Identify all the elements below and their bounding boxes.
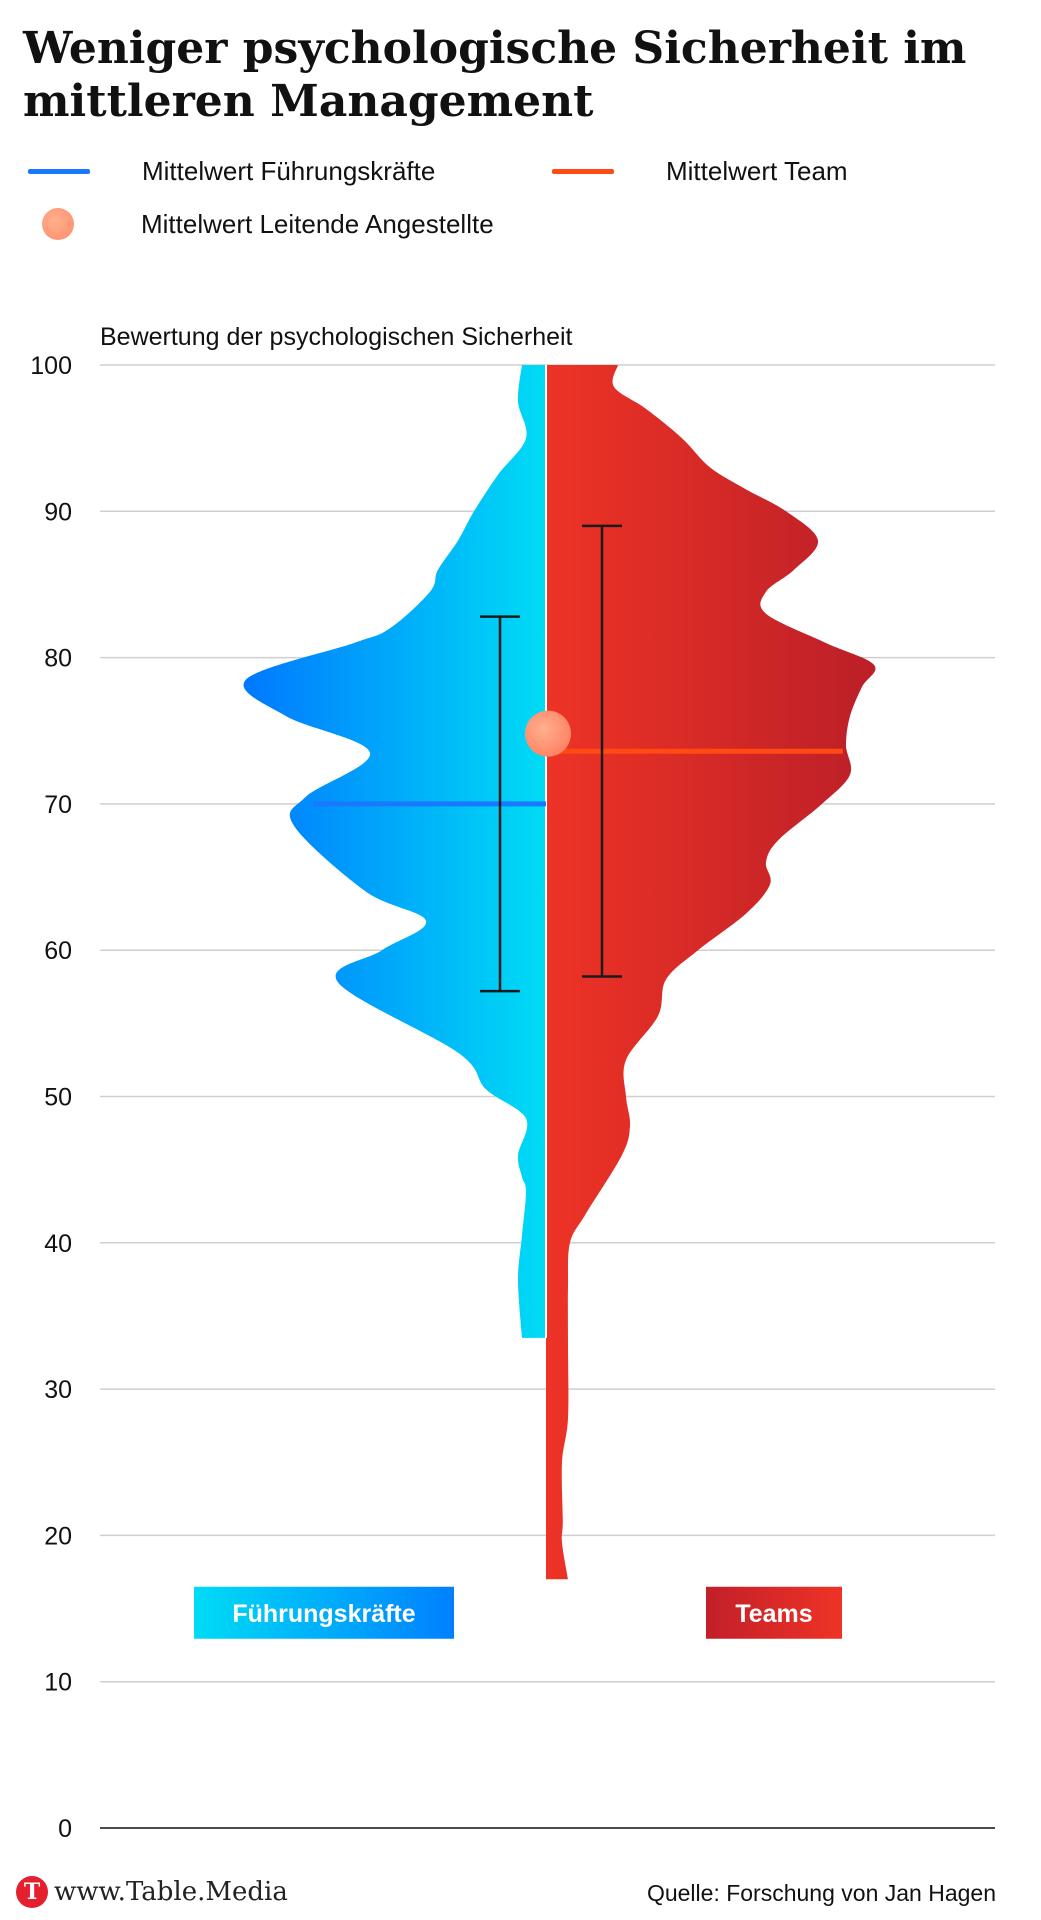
y-tick-label-50: 50 <box>44 1084 72 1112</box>
y-tick-label-90: 90 <box>44 498 72 526</box>
category-label-fuehrungskraefte: Führungskräfte <box>232 1600 415 1628</box>
table-media-logo[interactable]: T www.Table.Media <box>16 1876 288 1908</box>
legend-leaders-mean: Mittelwert Führungskräfte <box>28 156 435 187</box>
legend-middle-mean: Mittelwert Leitende Angestellte <box>24 208 494 240</box>
category-label-teams: Teams <box>735 1600 812 1628</box>
orange-line-icon <box>552 169 614 174</box>
chart-title: Weniger psychologische Sicherheit im mit… <box>23 23 967 127</box>
y-tick-label-60: 60 <box>44 937 72 965</box>
y-tick-label-70: 70 <box>44 791 72 819</box>
source-note: Quelle: Forschung von Jan Hagen <box>646 1880 996 1906</box>
y-axis-label: Bewertung der psychologischen Sicherheit <box>100 323 573 351</box>
legend-team-mean-label: Mittelwert Team <box>666 156 848 186</box>
category-label-fuehrungskraefte-box <box>194 1586 454 1639</box>
y-tick-label-100: 100 <box>30 352 72 380</box>
legend-middle-mean-label: Mittelwert Leitende Angestellte <box>141 208 494 239</box>
blue-line-icon <box>28 169 90 174</box>
y-tick-label-0: 0 <box>58 1815 72 1843</box>
circle-icon <box>42 208 74 240</box>
y-tick-label-80: 80 <box>44 645 72 673</box>
category-label-teams-box <box>706 1586 842 1639</box>
y-tick-label-30: 30 <box>44 1376 72 1404</box>
logo-t-icon: T <box>16 1876 48 1908</box>
violin-chart: Bewertung der psychologischen Sicherheit… <box>30 323 995 1843</box>
violin-teams <box>546 365 876 1580</box>
legend-team-mean: Mittelwert Team <box>552 156 848 187</box>
violin-fuehrungskraefte <box>243 365 546 1338</box>
brand-link[interactable]: www.Table.Media <box>54 1877 288 1907</box>
middle-mean-dot <box>525 710 571 757</box>
y-tick-label-40: 40 <box>44 1230 72 1258</box>
y-tick-label-20: 20 <box>44 1522 72 1550</box>
y-tick-label-10: 10 <box>44 1669 72 1697</box>
legend-leaders-mean-label: Mittelwert Führungskräfte <box>142 156 436 186</box>
